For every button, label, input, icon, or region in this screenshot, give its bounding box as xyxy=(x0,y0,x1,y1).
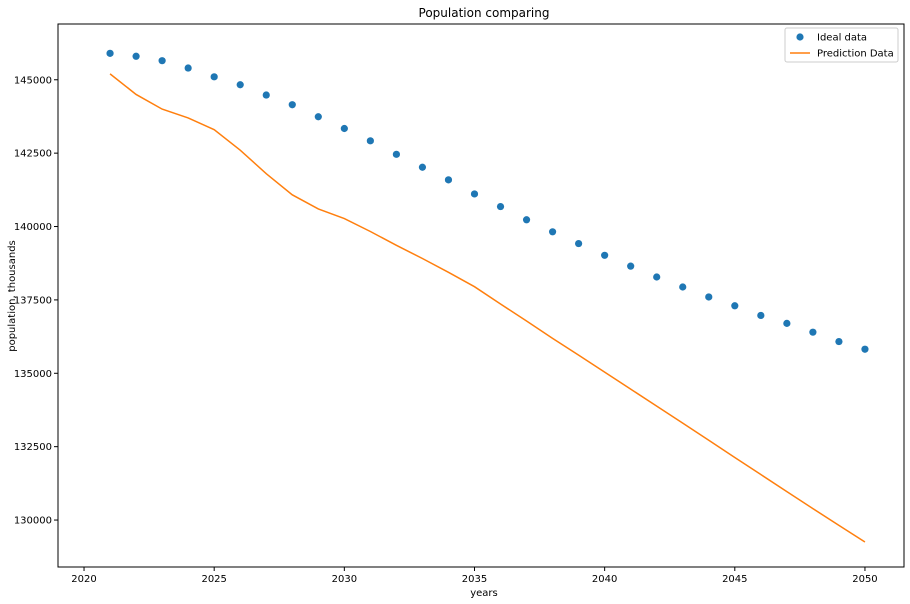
ideal-data-point xyxy=(418,163,427,171)
ideal-data-point xyxy=(835,337,843,346)
plot-area xyxy=(57,23,905,568)
ideal-data-point xyxy=(236,81,244,89)
ideal-data-point xyxy=(705,293,713,301)
x-tick-label: 2030 xyxy=(332,574,357,585)
ideal-data-point xyxy=(210,73,218,81)
ideal-data-point xyxy=(106,49,114,57)
ideal-data-point xyxy=(288,101,296,109)
x-tick-label: 2045 xyxy=(722,574,747,585)
ideal-data-point xyxy=(496,202,505,211)
series-layer xyxy=(106,49,869,543)
ideal-data-point xyxy=(548,228,557,236)
ideal-data-point xyxy=(575,239,583,248)
y-tick-label: 140000 xyxy=(14,222,52,233)
ideal-data-point xyxy=(679,283,687,291)
ideal-data-point xyxy=(731,302,739,310)
y-axis: 130000 132500 135000 137500 140000 142500 1450… xyxy=(14,75,58,527)
ideal-data-point xyxy=(444,176,453,184)
ideal-data-point xyxy=(262,91,270,99)
prediction-data-line xyxy=(109,73,866,543)
x-axis-label: years xyxy=(470,588,498,599)
ideal-data-point xyxy=(314,113,322,121)
y-tick-label: 145000 xyxy=(14,75,52,86)
ideal-data-legend-swatch xyxy=(796,33,804,41)
ideal-data-legend-label: Ideal data xyxy=(817,33,867,44)
ideal-data-point xyxy=(184,64,192,72)
chart-title: Population comparing xyxy=(419,6,550,20)
ideal-data-point xyxy=(601,251,609,259)
y-tick-label: 142500 xyxy=(14,149,52,160)
x-tick-label: 2035 xyxy=(462,574,487,585)
y-tick-label: 135000 xyxy=(14,369,52,380)
ideal-data-point xyxy=(392,150,400,158)
x-tick-label: 2025 xyxy=(201,574,226,585)
ideal-data-point xyxy=(809,328,817,336)
ideal-data-point xyxy=(627,262,635,270)
ideal-data-point xyxy=(653,273,661,281)
prediction-data-legend-label: Prediction Data xyxy=(817,49,894,60)
ideal-data-point xyxy=(783,319,791,327)
ideal-data-point xyxy=(132,52,140,60)
x-tick-label: 2050 xyxy=(852,574,877,585)
x-tick-label: 2020 xyxy=(71,574,96,585)
legend-box xyxy=(784,27,899,63)
y-axis-label: population, thousands xyxy=(7,240,18,352)
legend: Ideal data Prediction Data xyxy=(784,27,899,63)
ideal-data-point xyxy=(757,311,765,320)
ideal-data-point xyxy=(366,137,374,145)
x-axis: 2020 2025 2030 2035 2040 2045 2050 xyxy=(71,567,878,585)
ideal-data-point xyxy=(470,190,479,198)
ideal-data-point xyxy=(340,124,348,133)
ideal-data-point xyxy=(522,216,531,224)
y-tick-label: 132500 xyxy=(14,442,52,453)
y-tick-label: 137500 xyxy=(14,295,52,306)
ideal-data-point xyxy=(861,345,869,353)
ideal-data-point xyxy=(158,57,166,65)
plot-frame xyxy=(57,23,905,568)
x-tick-label: 2040 xyxy=(592,574,617,585)
y-tick-label: 130000 xyxy=(14,516,52,527)
